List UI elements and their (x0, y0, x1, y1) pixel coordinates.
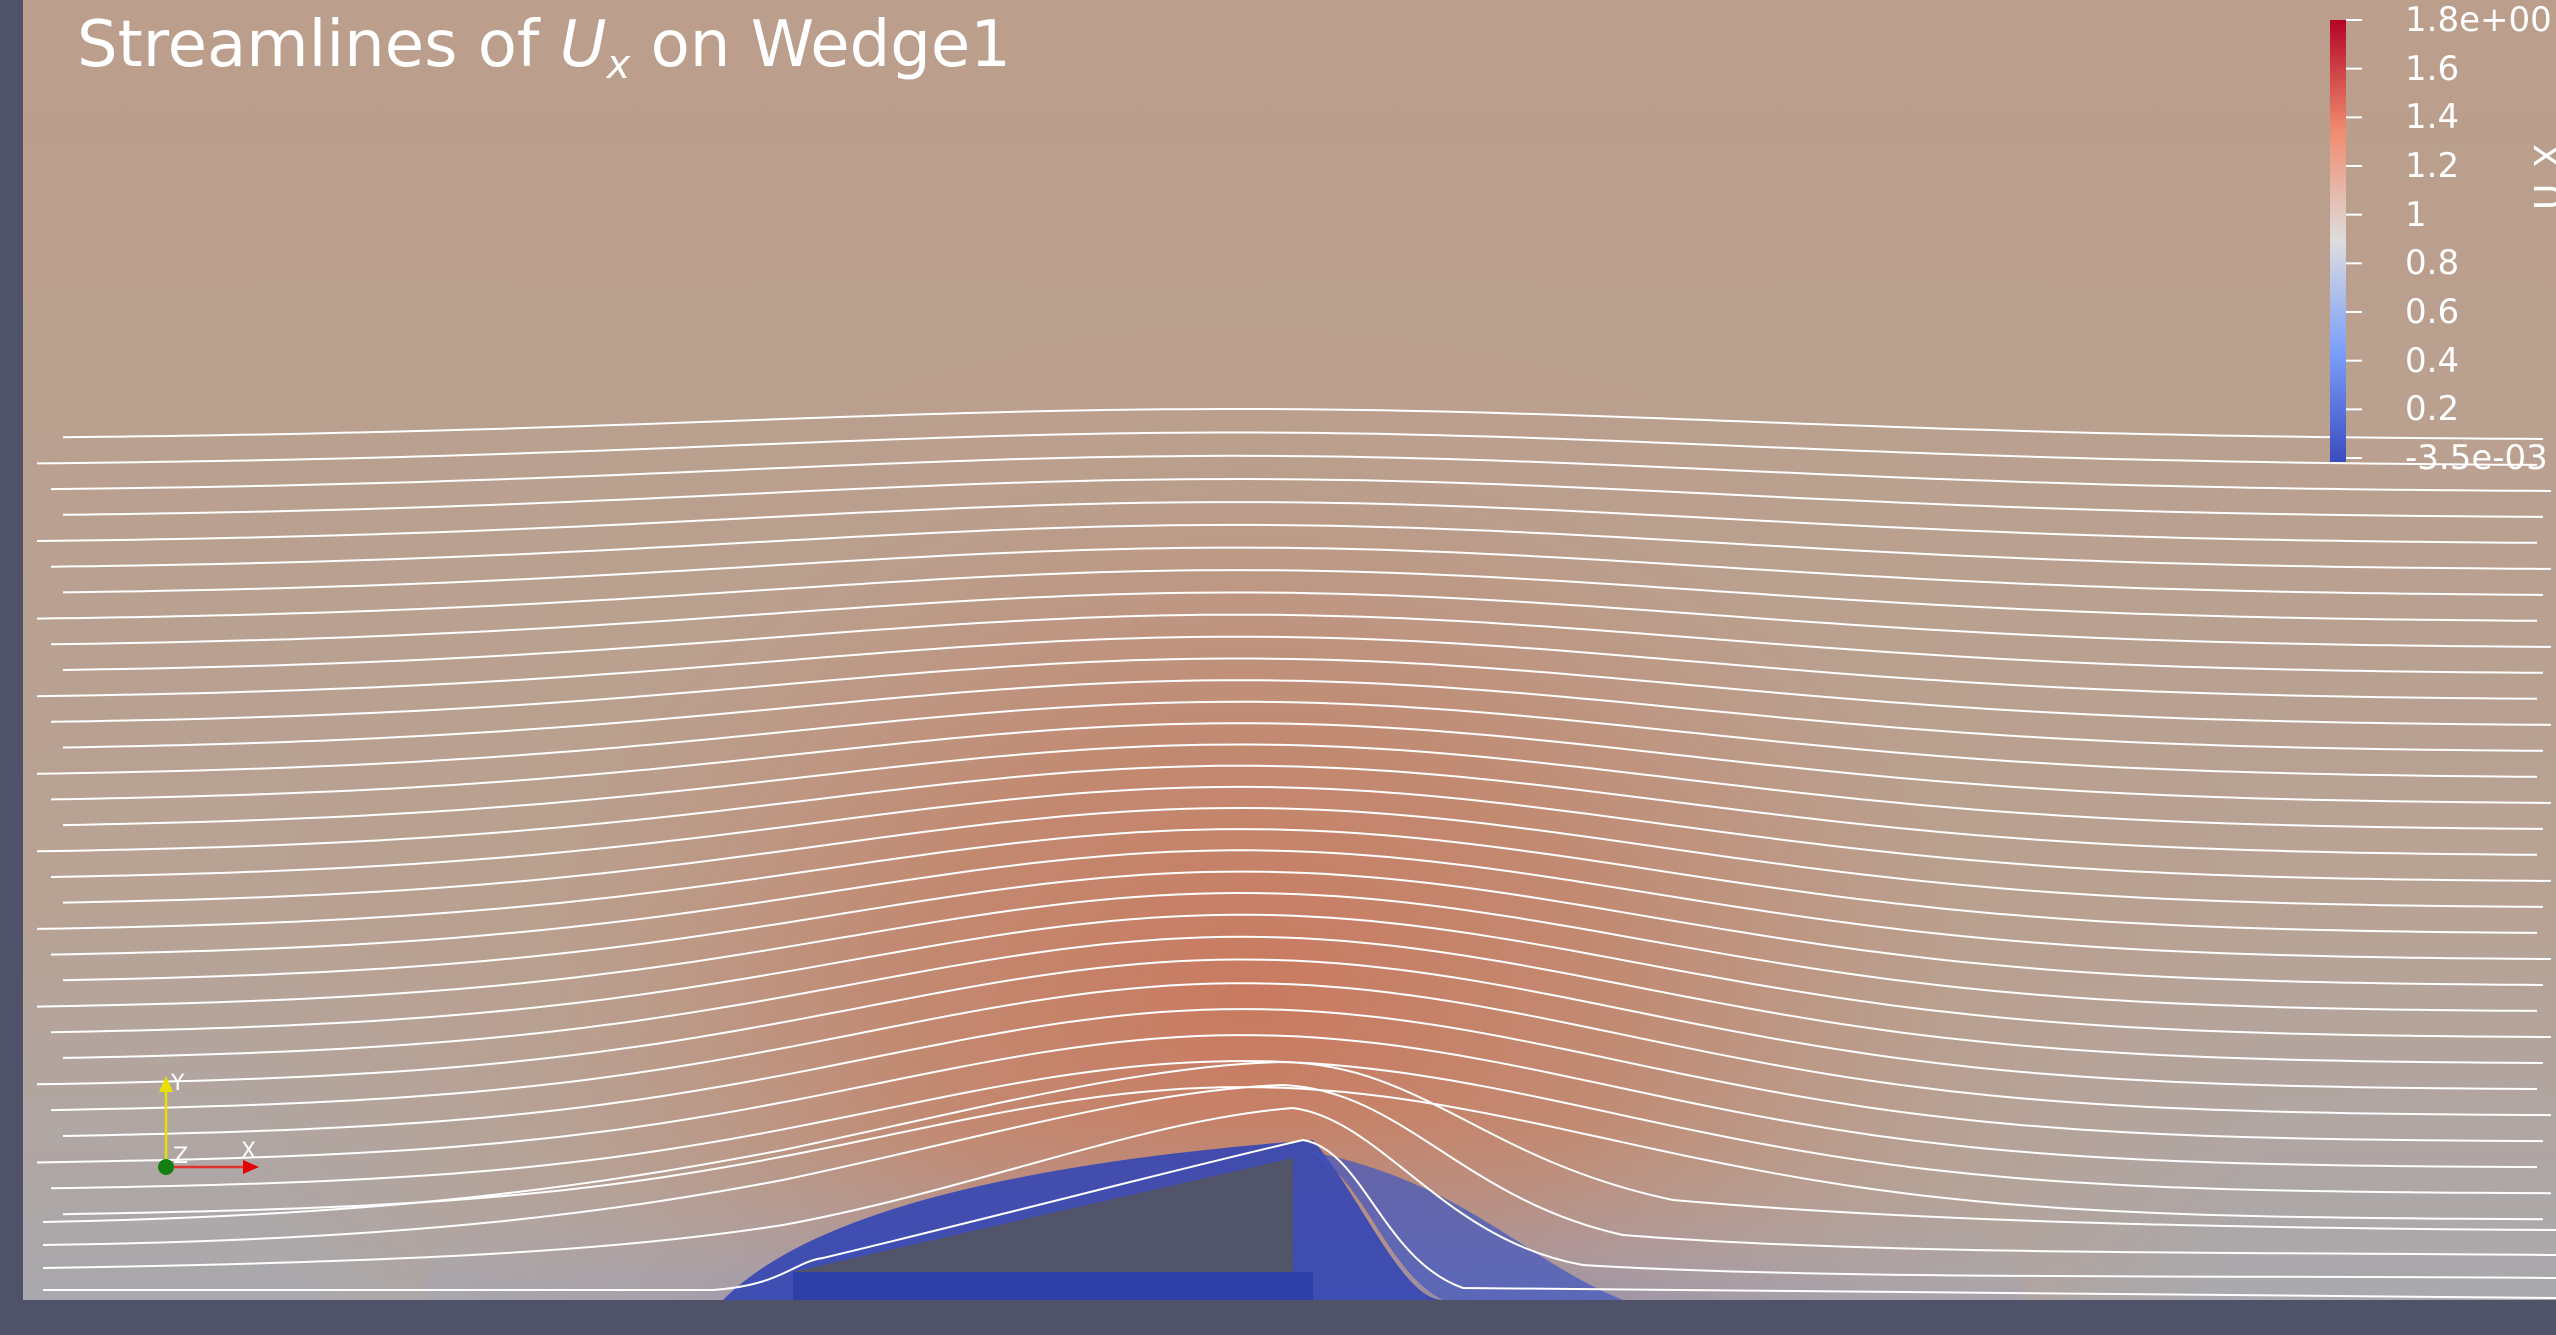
streamline (62, 679, 2544, 752)
streamline (62, 477, 2544, 518)
streamline (50, 454, 2552, 492)
colorbar-label: 0.8 (2405, 243, 2460, 284)
colorbar-label: 1.4 (2405, 97, 2460, 138)
render-viewport[interactable]: Y X Z Streamlines of Ux on Wedge1 U X 1.… (23, 0, 2556, 1300)
streamline (36, 700, 2538, 778)
streamline (43, 1138, 2556, 1299)
wake-trailing-region (1303, 1150, 1623, 1300)
y-axis-arrow (159, 1076, 173, 1092)
colorbar-label: 1.2 (2405, 146, 2460, 186)
streamline (36, 635, 2538, 700)
streamline (36, 569, 2538, 622)
orientation-axes: Y X Z (158, 1071, 259, 1175)
streamline (36, 501, 2538, 544)
streamline (36, 1034, 2538, 1169)
streamline (36, 891, 2538, 1012)
streamline (50, 722, 2552, 804)
streamline (50, 657, 2552, 726)
streamline (42, 1106, 2556, 1279)
streamline (62, 546, 2544, 596)
streamlines (36, 408, 2556, 1299)
flow-field-render: Y X Z (23, 0, 2556, 1300)
x-axis-label: X (241, 1139, 256, 1164)
streamline (62, 743, 2544, 830)
streamline (36, 828, 2538, 934)
streamline (62, 613, 2544, 674)
streamline (36, 764, 2538, 856)
y-axis-label: Y (170, 1071, 185, 1096)
streamline (62, 806, 2544, 908)
wedge-base (793, 1272, 1313, 1300)
streamline (36, 431, 2538, 466)
streamline (50, 982, 2552, 1117)
streamline (36, 958, 2538, 1090)
view-title: Streamlines of Ux on Wedge1 (77, 8, 1011, 88)
colorbar-label: 0.2 (2405, 389, 2460, 430)
colorbar-label: 1.6 (2405, 48, 2460, 89)
streamline (62, 1086, 2544, 1221)
streamline (50, 523, 2552, 570)
colorbar-label: 1 (2405, 194, 2427, 235)
title-prefix: Streamlines of (77, 8, 560, 82)
colorbar-label: 1.8e+00 (2405, 0, 2552, 40)
streamline (42, 1060, 2556, 1231)
streamline (62, 1008, 2544, 1143)
x-axis-arrow (243, 1160, 259, 1174)
streamline (50, 849, 2552, 960)
streamline (62, 935, 2544, 1064)
colorbar-gradient (2330, 20, 2346, 462)
colorbar-ticks (2346, 19, 2362, 459)
title-variable: U (559, 8, 607, 82)
colorbar-label: 0.4 (2405, 340, 2460, 381)
streamline (62, 408, 2544, 440)
streamline (50, 591, 2552, 648)
title-subscript: x (606, 42, 631, 88)
z-axis-label: Z (173, 1144, 188, 1169)
streamline (62, 870, 2544, 986)
title-suffix: on Wedge1 (630, 8, 1011, 82)
colorbar (2330, 19, 2362, 462)
streamline (50, 785, 2552, 882)
streamline (42, 1083, 2556, 1256)
colorbar-title: U X (2528, 142, 2556, 210)
wedge-body (793, 1158, 1293, 1272)
colorbar-label: -3.5e-03 (2405, 438, 2548, 478)
high-velocity-region (153, 200, 2353, 1300)
colorbar-label: 0.6 (2405, 292, 2460, 332)
streamline (50, 913, 2552, 1038)
z-axis-origin (158, 1159, 174, 1175)
